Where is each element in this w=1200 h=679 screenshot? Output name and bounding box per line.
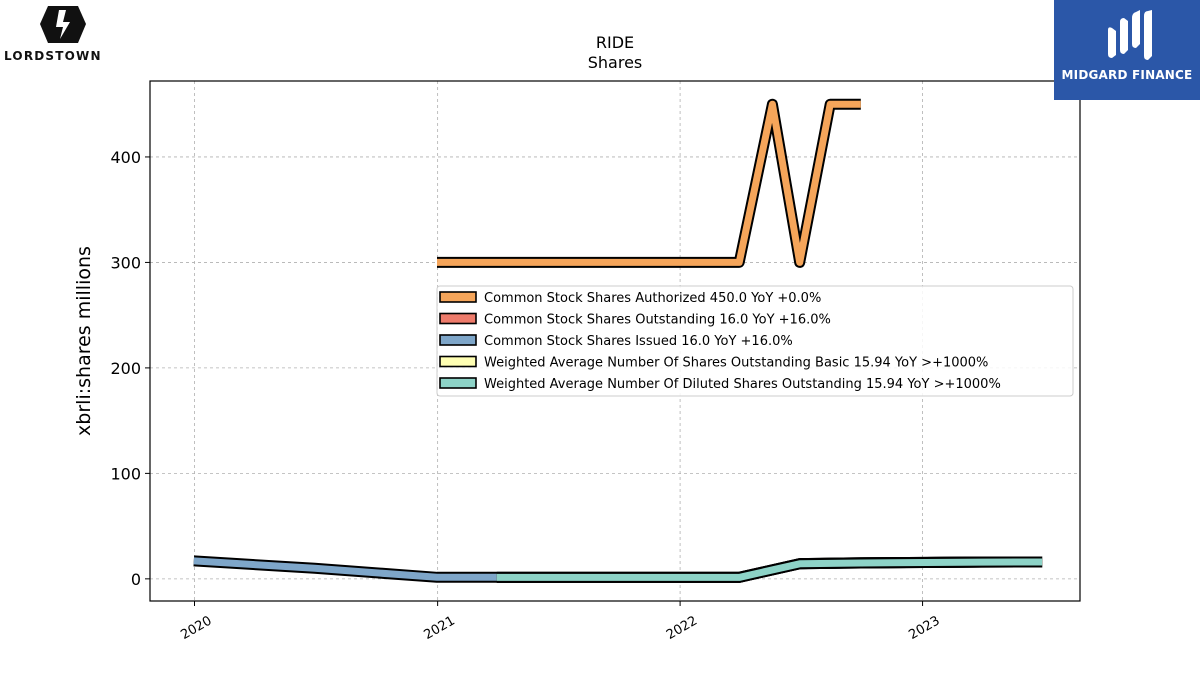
legend-swatch [439, 291, 477, 303]
series-layer [193, 98, 1043, 583]
y-tick-label: 100 [110, 464, 141, 483]
plot-frame [149, 80, 1081, 602]
legend-label: Common Stock Shares Outstanding 16.0 YoY… [484, 313, 831, 328]
y-axis-label: xbrli:shares millions [73, 246, 95, 436]
y-tick-label: 0 [131, 570, 141, 589]
y-tick-label: 200 [110, 359, 141, 378]
legend-swatch [439, 334, 477, 346]
x-tick-label: 2022 [664, 613, 700, 643]
series-line-4 [496, 556, 1043, 583]
series-line-0 [437, 98, 861, 268]
lordstown-logo-text: LORDSTOWN [4, 49, 102, 63]
legend-box [436, 285, 1074, 397]
series-stroke [496, 558, 1043, 581]
legend-label: Common Stock Shares Issued 16.0 YoY +16.… [484, 334, 793, 349]
legend-swatch [439, 355, 477, 368]
y-tick-label: 400 [110, 148, 141, 167]
legend: Common Stock Shares Authorized 450.0 YoY… [436, 285, 1074, 397]
midgard-logo-icon [1108, 10, 1152, 60]
lordstown-logo: LORDSTOWN [0, 0, 130, 70]
chart-subtitle: Shares [588, 53, 643, 72]
legend-swatch [439, 377, 477, 389]
x-tick-label: 2023 [906, 613, 942, 643]
x-tick-label: 2021 [421, 613, 457, 643]
midgard-finance-logo: MIDGARD FINANCE [1054, 0, 1200, 100]
legend-label: Weighted Average Number Of Diluted Share… [484, 377, 1001, 392]
legend-label: Weighted Average Number Of Shares Outsta… [484, 356, 988, 371]
legend-swatch [439, 312, 477, 325]
legend-label: Common Stock Shares Authorized 450.0 YoY… [484, 291, 821, 306]
series-stroke [437, 100, 861, 266]
chart-title: RIDE [596, 33, 634, 52]
lordstown-logo-icon [40, 6, 86, 43]
x-tick-label: 2020 [178, 613, 214, 643]
y-tick-label: 300 [110, 253, 141, 272]
midgard-logo-text: MIDGARD FINANCE [1061, 68, 1193, 82]
